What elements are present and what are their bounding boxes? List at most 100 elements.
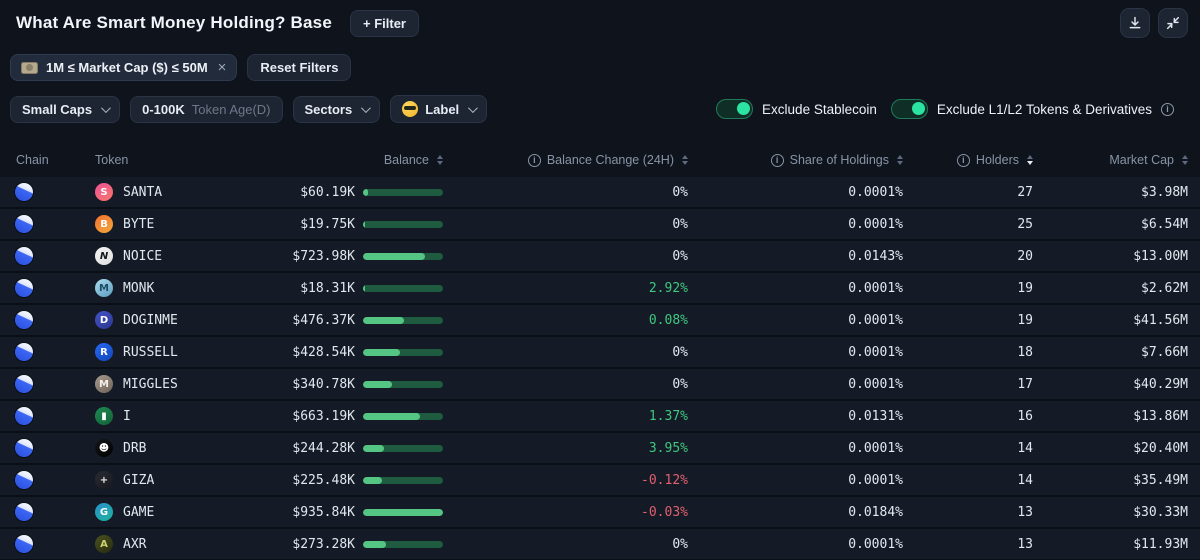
market-cap-cell: $7.66M (1045, 345, 1200, 360)
sort-arrows-icon[interactable] (1182, 155, 1188, 165)
share-of-holdings-cell: 0.0143% (700, 249, 915, 264)
column-header-balance[interactable]: Balance (255, 153, 450, 167)
balance-cell: $340.78K (255, 377, 450, 392)
column-label: Market Cap (1109, 153, 1174, 167)
table-row-game[interactable]: G GAME $935.84K -0.03% 0.0184% 13 $30.33M (0, 497, 1200, 529)
share-value: 0.0001% (848, 376, 903, 392)
table-header: Chain Token Balance i Balance Change (24H) i S… (0, 145, 1200, 175)
balance-bar-fill (363, 252, 425, 260)
market-cap-cell: $6.54M (1045, 217, 1200, 232)
toggle-label: Exclude Stablecoin (762, 101, 877, 117)
balance-change-cell: -0.12% (450, 473, 700, 488)
column-header-balance-change-24h-[interactable]: i Balance Change (24H) (450, 153, 700, 167)
column-label: Chain (16, 153, 49, 167)
table-row-i[interactable]: ▮ I $663.19K 1.37% 0.0131% 16 $13.86M (0, 401, 1200, 433)
table-row-axr[interactable]: A AXR $273.28K 0% 0.0001% 13 $11.93M (0, 529, 1200, 560)
holders-cell: 16 (915, 409, 1045, 424)
sort-arrows-icon[interactable] (897, 155, 903, 165)
download-icon (1129, 16, 1141, 29)
balance-bar-fill (363, 380, 393, 388)
chain-cell (0, 183, 70, 201)
balance-bar (363, 348, 443, 356)
token-age-input[interactable]: 0-100K Token Age(D) (130, 95, 283, 123)
table-row-giza[interactable]: + GIZA $225.48K -0.12% 0.0001% 14 $35.49M (0, 465, 1200, 497)
base-chain-icon (15, 375, 33, 393)
base-chain-icon (15, 503, 33, 521)
collapse-icon (1166, 16, 1180, 30)
token-logo-icon: S (95, 183, 113, 201)
holders-cell: 18 (915, 345, 1045, 360)
market-cap-select[interactable]: Small Caps (10, 95, 121, 123)
token-name: MIGGLES (123, 376, 178, 392)
balance-bar-fill (363, 316, 404, 324)
column-header-market-cap[interactable]: Market Cap (1045, 153, 1200, 167)
base-chain-icon (15, 311, 33, 329)
table-row-miggles[interactable]: M MIGGLES $340.78K 0% 0.0001% 17 $40.29M (0, 369, 1200, 401)
balance-cell: $723.98K (255, 249, 450, 264)
info-icon: i (527, 153, 541, 167)
table-row-monk[interactable]: M MONK $18.31K 2.92% 0.0001% 19 $2.62M (0, 273, 1200, 305)
token-cell: + GIZA (70, 471, 255, 489)
balance-cell: $19.75K (255, 217, 450, 232)
token-logo-icon: ☻ (95, 439, 113, 457)
share-of-holdings-cell: 0.0001% (700, 473, 915, 488)
sort-asc-icon (1182, 155, 1188, 159)
balance-cell: $935.84K (255, 505, 450, 520)
holders-value: 19 (1017, 312, 1033, 328)
download-button[interactable] (1120, 8, 1150, 38)
active-filters-row: 1M ≤ Market Cap ($) ≤ 50M × Reset Filter… (10, 54, 1200, 81)
table-row-doginme[interactable]: D DOGINME $476.37K 0.08% 0.0001% 19 $41.56M (0, 305, 1200, 337)
balance-value: $723.98K (292, 248, 355, 264)
market-cap-value: $13.86M (1133, 408, 1188, 424)
share-of-holdings-cell: 0.0001% (700, 377, 915, 392)
column-header-share-of-holdings[interactable]: i Share of Holdings (700, 153, 915, 167)
holders-value: 13 (1017, 504, 1033, 520)
balance-value: $273.28K (292, 536, 355, 552)
sectors-select[interactable]: Sectors (292, 95, 381, 123)
holders-value: 14 (1017, 440, 1033, 456)
table-row-noice[interactable]: N NOICE $723.98K 0% 0.0143% 20 $13.00M (0, 241, 1200, 273)
share-of-holdings-cell: 0.0001% (700, 313, 915, 328)
balance-bar (363, 476, 443, 484)
balance-cell: $225.48K (255, 473, 450, 488)
market-cap-filter-chip[interactable]: 1M ≤ Market Cap ($) ≤ 50M × (10, 54, 238, 81)
table-row-santa[interactable]: S SANTA $60.19K 0% 0.0001% 27 $3.98M (0, 177, 1200, 209)
label-select[interactable]: Label (390, 95, 488, 123)
balance-bar (363, 444, 443, 452)
info-icon: i (956, 153, 970, 167)
balance-bar (363, 508, 443, 516)
chain-cell (0, 439, 70, 457)
toggle-exclude-l1l2[interactable]: Exclude L1/L2 Tokens & Derivatives i (890, 99, 1174, 119)
toggle-switch[interactable] (716, 99, 754, 119)
balance-cell: $428.54K (255, 345, 450, 360)
token-name: MONK (123, 280, 155, 296)
sort-arrows-icon[interactable] (1027, 155, 1033, 165)
balance-change-cell: 0% (450, 537, 700, 552)
toggle-exclude-stablecoin[interactable]: Exclude Stablecoin (716, 99, 877, 119)
token-logo-icon: D (95, 311, 113, 329)
column-header-holders[interactable]: i Holders (915, 153, 1045, 167)
column-header-chain: Chain (0, 153, 70, 167)
table-row-drb[interactable]: ☻ DRB $244.28K 3.95% 0.0001% 14 $20.40M (0, 433, 1200, 465)
sort-arrows-icon[interactable] (682, 155, 688, 165)
base-chain-icon (15, 471, 33, 489)
balance-change-cell: 0% (450, 377, 700, 392)
balance-bar-fill (363, 348, 400, 356)
share-of-holdings-cell: 0.0131% (700, 409, 915, 424)
sort-desc-icon (1182, 161, 1188, 165)
market-cap-value: $13.00M (1133, 248, 1188, 264)
sort-asc-icon (682, 155, 688, 159)
add-filter-button[interactable]: + Filter (350, 9, 419, 37)
table-row-russell[interactable]: R RUSSELL $428.54K 0% 0.0001% 18 $7.66M (0, 337, 1200, 369)
reset-filters-button[interactable]: Reset Filters (247, 54, 352, 81)
token-cell: ☻ DRB (70, 439, 255, 457)
collapse-button[interactable] (1158, 8, 1188, 38)
toggle-switch[interactable] (890, 99, 928, 119)
remove-filter-icon[interactable]: × (217, 59, 227, 76)
token-name: GIZA (123, 472, 155, 488)
balance-change-value: -0.12% (641, 472, 688, 488)
balance-bar-fill (363, 476, 383, 484)
token-name: AXR (123, 536, 147, 552)
sort-arrows-icon[interactable] (437, 155, 443, 165)
table-row-byte[interactable]: B BYTE $19.75K 0% 0.0001% 25 $6.54M (0, 209, 1200, 241)
